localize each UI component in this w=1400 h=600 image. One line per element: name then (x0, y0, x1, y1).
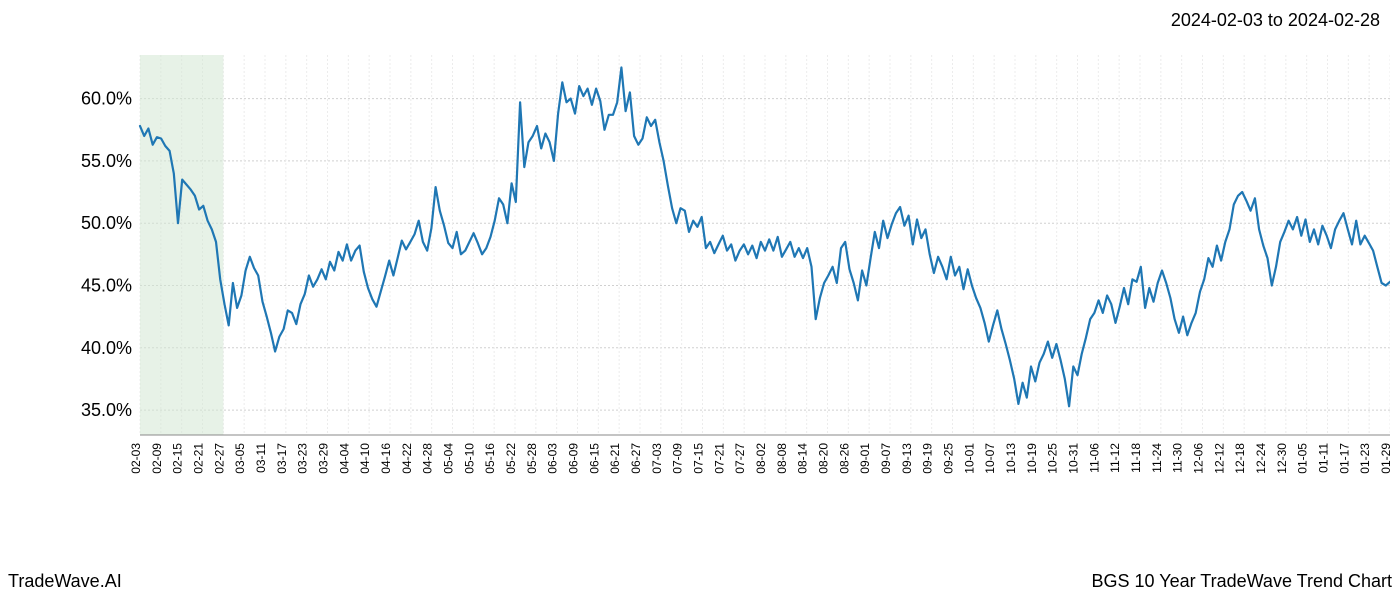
svg-text:02-03: 02-03 (129, 443, 143, 474)
svg-text:07-27: 07-27 (733, 443, 747, 474)
svg-text:40.0%: 40.0% (81, 338, 132, 358)
svg-text:10-13: 10-13 (1004, 443, 1018, 474)
svg-text:03-05: 03-05 (233, 443, 247, 474)
svg-text:12-12: 12-12 (1212, 443, 1226, 474)
svg-text:01-17: 01-17 (1337, 443, 1351, 474)
svg-text:04-28: 04-28 (421, 443, 435, 474)
svg-text:11-06: 11-06 (1087, 443, 1101, 473)
svg-text:35.0%: 35.0% (81, 400, 132, 420)
svg-text:12-24: 12-24 (1254, 443, 1268, 474)
svg-text:08-20: 08-20 (817, 443, 831, 474)
svg-text:01-29: 01-29 (1379, 443, 1390, 474)
svg-text:01-23: 01-23 (1358, 443, 1372, 474)
svg-text:10-25: 10-25 (1046, 443, 1060, 474)
svg-text:06-03: 06-03 (546, 443, 560, 474)
svg-text:11-30: 11-30 (1171, 443, 1185, 473)
svg-text:06-09: 06-09 (567, 443, 581, 474)
svg-text:05-22: 05-22 (504, 443, 518, 474)
svg-text:01-05: 01-05 (1296, 443, 1310, 474)
svg-text:06-15: 06-15 (587, 443, 601, 474)
svg-text:04-04: 04-04 (337, 443, 351, 474)
svg-text:04-10: 04-10 (358, 443, 372, 474)
svg-text:09-01: 09-01 (858, 443, 872, 474)
svg-text:12-30: 12-30 (1275, 443, 1289, 474)
svg-text:10-19: 10-19 (1025, 443, 1039, 474)
svg-text:08-26: 08-26 (837, 443, 851, 474)
svg-text:12-06: 12-06 (1192, 443, 1206, 474)
svg-text:09-25: 09-25 (942, 443, 956, 474)
svg-text:02-09: 02-09 (150, 443, 164, 474)
date-range-label: 2024-02-03 to 2024-02-28 (1171, 10, 1380, 31)
svg-text:03-23: 03-23 (296, 443, 310, 474)
chart-title: BGS 10 Year TradeWave Trend Chart (1092, 571, 1393, 592)
svg-text:01-11: 01-11 (1317, 443, 1331, 473)
svg-text:12-18: 12-18 (1233, 443, 1247, 474)
svg-text:05-16: 05-16 (483, 443, 497, 474)
svg-text:03-11: 03-11 (254, 443, 268, 473)
svg-text:07-15: 07-15 (692, 443, 706, 474)
svg-text:09-07: 09-07 (879, 443, 893, 474)
brand-label: TradeWave.AI (8, 571, 122, 592)
svg-text:02-15: 02-15 (171, 443, 185, 474)
svg-text:05-28: 05-28 (525, 443, 539, 474)
svg-text:10-01: 10-01 (962, 443, 976, 474)
svg-text:03-29: 03-29 (317, 443, 331, 474)
svg-text:45.0%: 45.0% (81, 275, 132, 295)
svg-text:09-19: 09-19 (921, 443, 935, 474)
svg-text:10-31: 10-31 (1067, 443, 1081, 474)
svg-text:08-14: 08-14 (796, 443, 810, 474)
svg-text:02-27: 02-27 (212, 443, 226, 474)
svg-text:60.0%: 60.0% (81, 89, 132, 109)
svg-text:07-21: 07-21 (712, 443, 726, 474)
svg-text:04-16: 04-16 (379, 443, 393, 474)
svg-text:05-04: 05-04 (442, 443, 456, 474)
svg-text:06-21: 06-21 (608, 443, 622, 474)
svg-text:11-18: 11-18 (1129, 443, 1143, 473)
svg-text:02-21: 02-21 (192, 443, 206, 474)
svg-text:07-09: 07-09 (671, 443, 685, 474)
svg-text:06-27: 06-27 (629, 443, 643, 474)
trend-chart: 35.0% 40.0% 45.0% 50.0% 55.0% 60.0% 02-03 02-09… (80, 55, 1390, 535)
svg-text:07-03: 07-03 (650, 443, 664, 474)
svg-text:03-17: 03-17 (275, 443, 289, 474)
svg-text:08-08: 08-08 (775, 443, 789, 474)
svg-text:55.0%: 55.0% (81, 151, 132, 171)
svg-text:11-12: 11-12 (1108, 443, 1122, 473)
svg-text:09-13: 09-13 (900, 443, 914, 474)
svg-text:04-22: 04-22 (400, 443, 414, 474)
chart-svg: 35.0% 40.0% 45.0% 50.0% 55.0% 60.0% 02-03 02-09… (80, 55, 1390, 535)
svg-text:08-02: 08-02 (754, 443, 768, 474)
svg-text:10-07: 10-07 (983, 443, 997, 474)
svg-text:05-10: 05-10 (462, 443, 476, 474)
svg-text:50.0%: 50.0% (81, 213, 132, 233)
svg-text:11-24: 11-24 (1150, 443, 1164, 473)
